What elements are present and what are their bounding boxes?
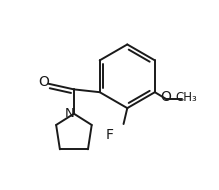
Text: O: O	[39, 75, 49, 89]
Text: F: F	[106, 128, 113, 142]
Text: N: N	[64, 107, 74, 120]
Text: CH₃: CH₃	[175, 91, 197, 104]
Text: O: O	[160, 90, 171, 104]
